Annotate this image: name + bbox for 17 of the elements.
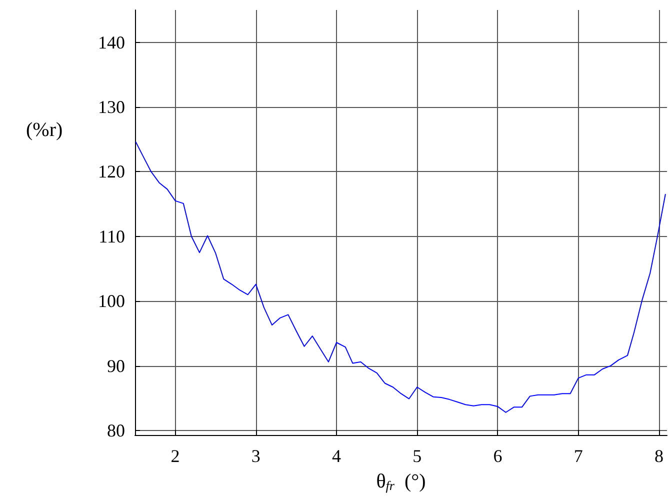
- y-tick-label: 140: [98, 32, 125, 52]
- y-tick-label: 130: [98, 97, 125, 118]
- x-tick-label: 6: [493, 446, 502, 466]
- x-tick-label: 7: [574, 446, 583, 466]
- y-axis-title: (%r): [26, 119, 63, 141]
- x-tick-label: 3: [251, 446, 260, 466]
- y-tick-label: 110: [98, 226, 125, 246]
- y-tick-label: 100: [98, 291, 125, 312]
- x-axis-title: θfr (°): [376, 470, 426, 493]
- line-series: [135, 141, 666, 413]
- x-tick-label: 5: [412, 446, 422, 466]
- y-tick-label: 120: [98, 162, 125, 182]
- y-tick-label: 80: [107, 420, 125, 440]
- x-tick-label: 8: [654, 446, 664, 466]
- x-tick-label: 4: [332, 446, 342, 466]
- x-tick-label: 2: [170, 446, 180, 466]
- y-tick-label: 90: [107, 356, 125, 376]
